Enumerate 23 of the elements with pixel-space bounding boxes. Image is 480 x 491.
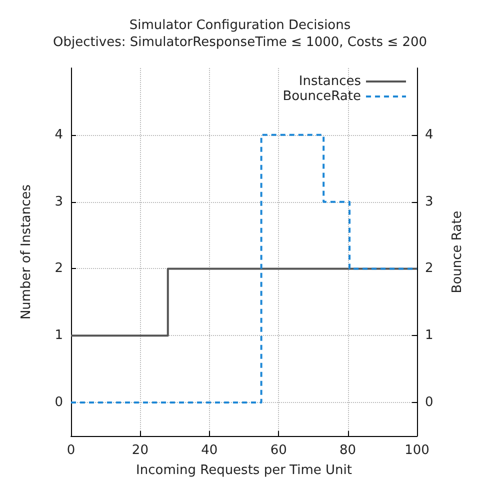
y-tick-label: 0 <box>54 395 63 410</box>
y-tick-label: 4 <box>54 127 63 142</box>
y-tick-label: 3 <box>54 194 63 210</box>
y2-tick-label: 3 <box>425 194 434 210</box>
legend-label: BounceRate <box>282 89 361 104</box>
x-tick-label: 80 <box>340 443 356 458</box>
x-tick-label: 0 <box>66 443 76 458</box>
y2-axis-title: Bounce Rate <box>450 210 465 294</box>
x-tick-label: 40 <box>201 443 218 458</box>
legend-label: Instances <box>298 74 362 89</box>
y-tick-label: 2 <box>54 261 63 276</box>
y2-tick-label: 0 <box>425 395 434 410</box>
y2-tick-label: 4 <box>425 127 434 142</box>
x-tick-label: 60 <box>270 443 287 458</box>
chart-subtitle: Objectives: SimulatorResponseTime ≤ 1000, Costs ≤ 200 <box>52 35 428 50</box>
y-axis-title: Number of Instances <box>19 184 34 320</box>
x-tick-label: 20 <box>132 443 148 458</box>
x-axis-title: Incoming Requests per Time Unit <box>136 463 352 478</box>
x-tick-label: 100 <box>404 443 430 458</box>
y-tick-label: 1 <box>54 328 63 344</box>
chart-title: Simulator Configuration Decisions <box>129 18 351 33</box>
y2-tick-label: 2 <box>425 261 434 276</box>
y2-tick-label: 1 <box>425 328 434 344</box>
